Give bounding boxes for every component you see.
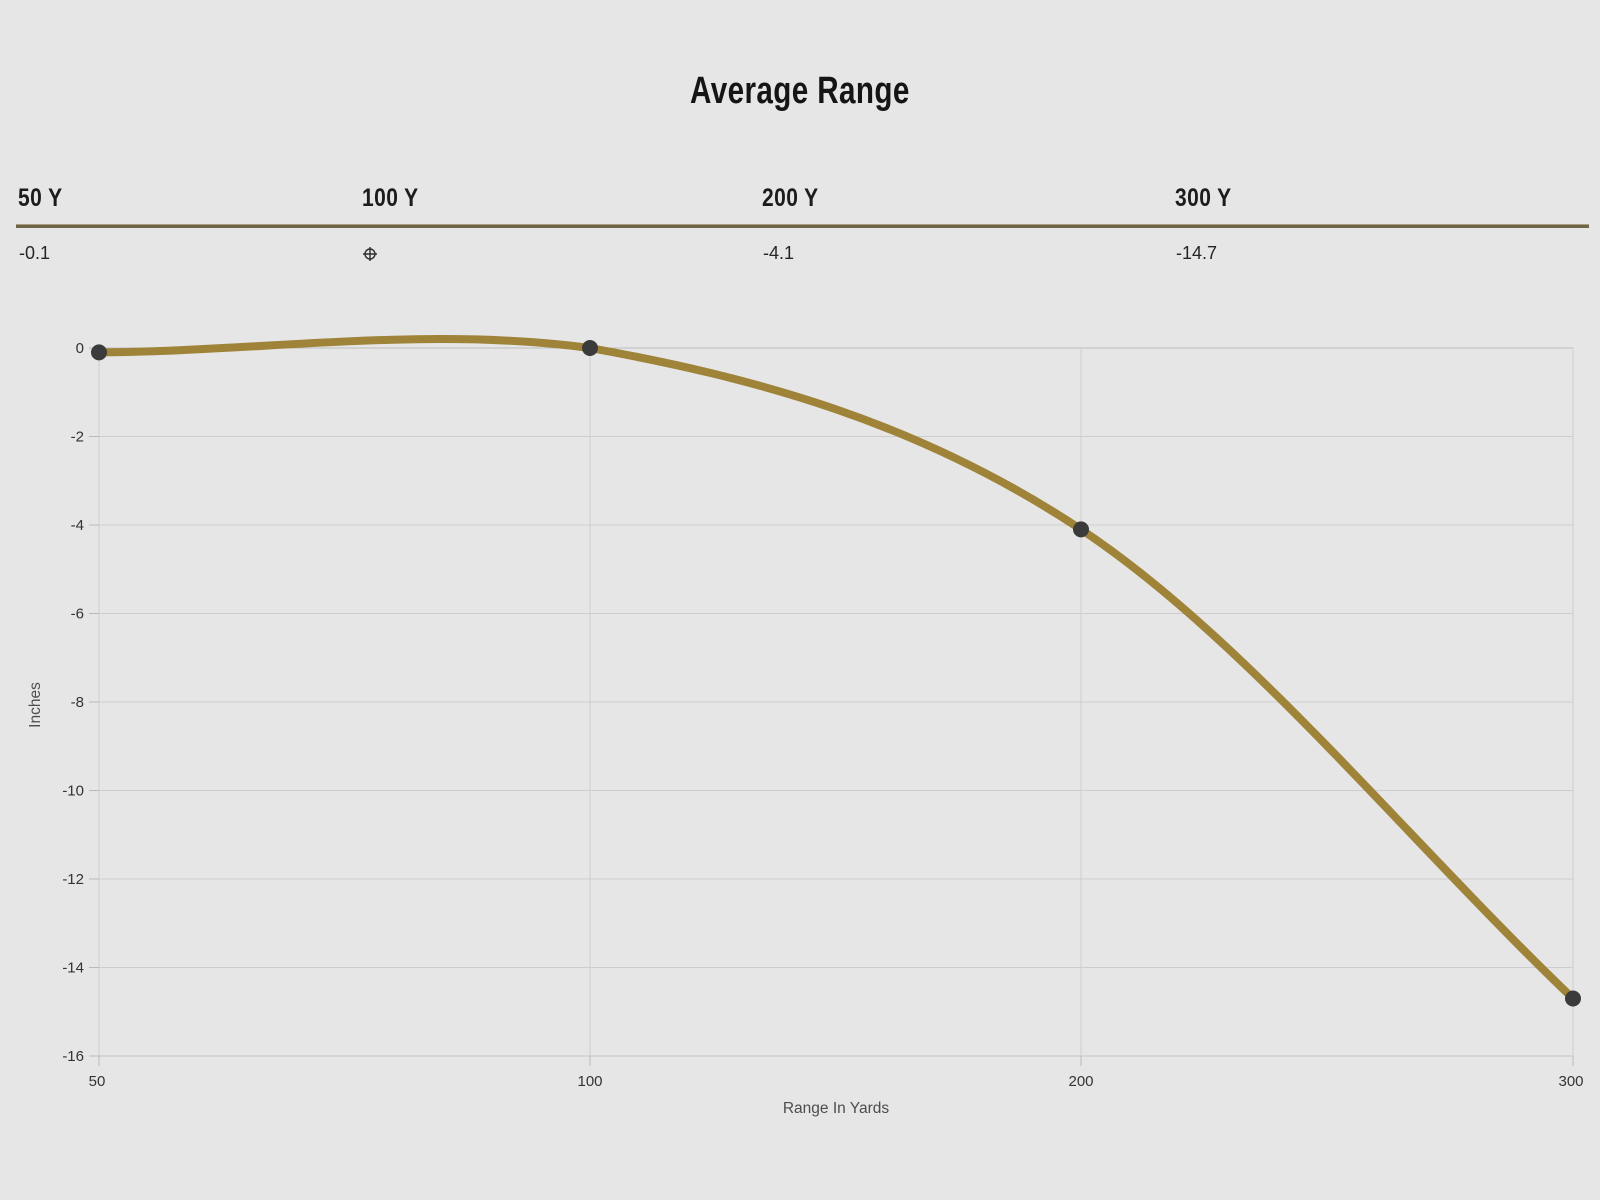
drop-curve-line[interactable] bbox=[95, 335, 1577, 1003]
summary-column-200y: 200 Y -4.1 bbox=[762, 184, 1002, 263]
data-point-50y[interactable] bbox=[91, 344, 107, 361]
summary-divider-line bbox=[16, 224, 1589, 228]
x-tick-200: 200 bbox=[1068, 1073, 1093, 1090]
summary-column-300y: 300 Y -14.7 bbox=[1175, 184, 1415, 263]
y-tick-m2: -2 bbox=[71, 429, 84, 446]
y-tick-m6: -6 bbox=[71, 606, 84, 623]
summary-header-50y: 50 Y bbox=[18, 184, 63, 212]
x-tick-300: 300 bbox=[1558, 1073, 1583, 1090]
x-axis-labels: 50 100 200 300 bbox=[89, 1073, 1584, 1090]
page-title-text: Average Range bbox=[690, 70, 910, 112]
summary-value-200y: -4.1 bbox=[763, 243, 795, 263]
x-tick-50: 50 bbox=[89, 1073, 106, 1090]
scope-zero-icon bbox=[362, 246, 378, 262]
y-tick-m10: -10 bbox=[62, 783, 84, 800]
summary-value-300y: -14.7 bbox=[1176, 243, 1218, 263]
range-summary-table: 50 Y -0.1 100 Y 200 Y -4.1 300 Y -14.7 bbox=[0, 0, 1600, 280]
y-tick-0: 0 bbox=[76, 340, 84, 357]
axis-tickmarks bbox=[89, 347, 1574, 1066]
data-point-100y[interactable] bbox=[582, 340, 598, 356]
y-axis-labels: 0 -2 -4 -6 -8 -10 -12 -14 -16 bbox=[62, 340, 84, 1065]
y-tick-m16: -16 bbox=[62, 1048, 84, 1065]
page-title: Average Range bbox=[0, 70, 1600, 113]
y-tick-m12: -12 bbox=[62, 871, 84, 888]
x-tick-100: 100 bbox=[577, 1073, 602, 1090]
summary-value-50y: -0.1 bbox=[19, 243, 51, 263]
summary-header-300y: 300 Y bbox=[1175, 184, 1232, 212]
y-tick-m14: -14 bbox=[62, 960, 84, 977]
summary-header-100y: 100 Y bbox=[362, 184, 419, 212]
data-point-300y[interactable] bbox=[1565, 990, 1581, 1007]
x-axis-title: Range In Yards bbox=[783, 1100, 890, 1117]
y-tick-m8: -8 bbox=[71, 694, 84, 711]
y-tick-m4: -4 bbox=[71, 517, 84, 534]
data-point-200y[interactable] bbox=[1073, 521, 1089, 538]
summary-header-200y: 200 Y bbox=[762, 184, 819, 212]
summary-column-50y: 50 Y -0.1 bbox=[18, 184, 258, 263]
y-axis-title: Inches bbox=[27, 682, 44, 728]
summary-column-100y: 100 Y bbox=[362, 184, 602, 261]
y-gridlines bbox=[99, 347, 1573, 1057]
